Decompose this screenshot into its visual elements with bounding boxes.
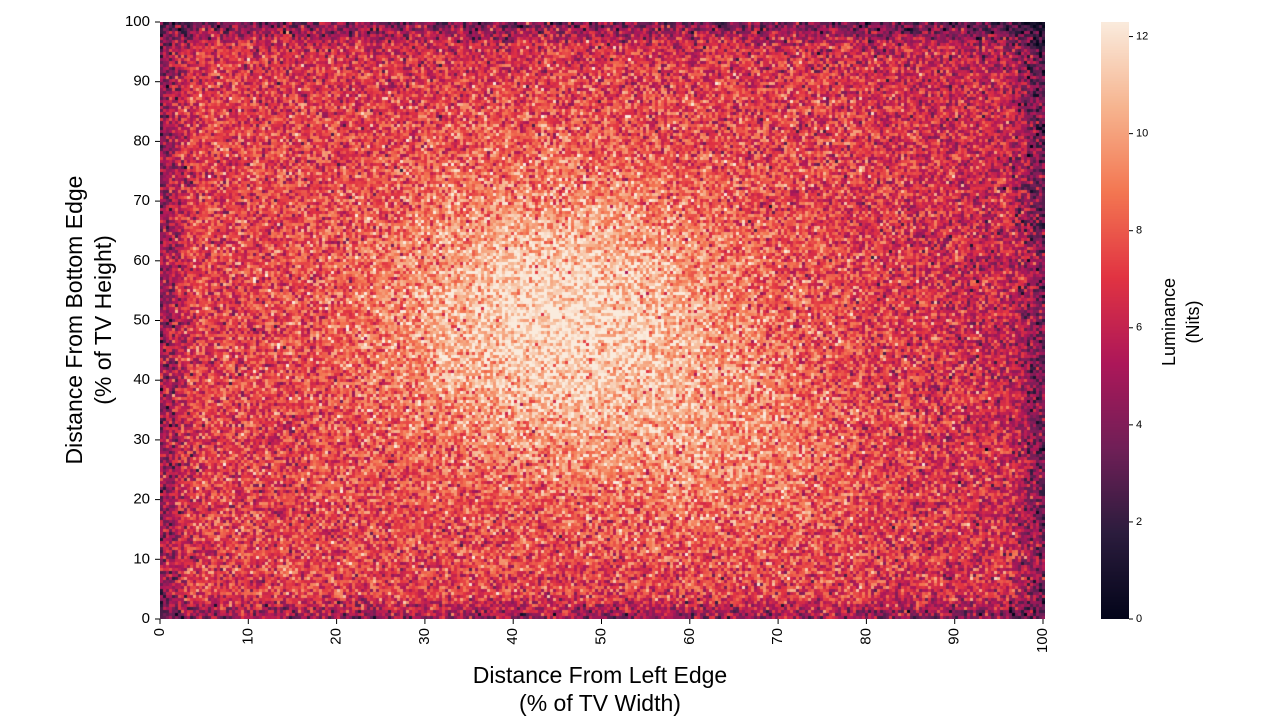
x-tick-label: 30: [416, 628, 433, 645]
x-axis-label-line1: Distance From Left Edge: [473, 662, 727, 688]
y-tick-label: 60: [133, 252, 150, 269]
colorbar-tick-label: 6: [1136, 322, 1142, 334]
x-axis-ticks: 0 10 20 30 40 50 60 70 80 90 100: [151, 619, 1051, 653]
colorbar: [1101, 22, 1129, 619]
colorbar-label: Luminance (Nits): [1159, 278, 1203, 366]
colorbar-tick-label: 0: [1136, 613, 1142, 625]
colorbar-ticks: 0 2 4 6 8 10 12: [1129, 30, 1148, 625]
y-tick-label: 80: [133, 132, 150, 149]
colorbar-tick-label: 12: [1136, 30, 1148, 42]
x-tick-label: 20: [328, 628, 345, 645]
colorbar-tick-label: 10: [1136, 128, 1148, 140]
x-axis-label-line2: (% of TV Width): [519, 690, 681, 716]
y-tick-label: 100: [125, 13, 150, 30]
colorbar-tick-label: 4: [1136, 419, 1142, 431]
y-axis-ticks: 0 10 20 30 40 50 60 70 80 90 100: [125, 13, 160, 627]
y-axis-label-line1: Distance From Bottom Edge: [61, 176, 87, 465]
colorbar-tick-label: 2: [1136, 516, 1142, 528]
heatmap-plot-area: [160, 22, 1045, 619]
y-tick-label: 40: [133, 371, 150, 388]
colorbar-label-line1: Luminance: [1159, 278, 1179, 366]
x-tick-label: 10: [239, 628, 256, 645]
x-tick-label: 50: [592, 628, 609, 645]
y-tick-label: 0: [142, 610, 150, 627]
x-tick-label: 90: [946, 628, 963, 645]
colorbar-tick-label: 8: [1136, 225, 1142, 237]
y-tick-label: 30: [133, 431, 150, 448]
x-tick-label: 60: [681, 628, 698, 645]
y-axis-label-line2: (% of TV Height): [90, 235, 116, 405]
x-tick-label: 70: [769, 628, 786, 645]
y-tick-label: 20: [133, 491, 150, 508]
y-axis-label: Distance From Bottom Edge (% of TV Heigh…: [61, 176, 116, 465]
x-tick-label: 100: [1034, 628, 1051, 653]
y-tick-label: 10: [133, 550, 150, 567]
x-tick-label: 40: [504, 628, 521, 645]
y-tick-label: 70: [133, 192, 150, 209]
x-tick-label: 80: [857, 628, 874, 645]
x-tick-label: 0: [151, 628, 168, 636]
colorbar-label-line2: (Nits): [1183, 301, 1203, 344]
y-tick-label: 50: [133, 311, 150, 328]
y-tick-label: 90: [133, 73, 150, 90]
